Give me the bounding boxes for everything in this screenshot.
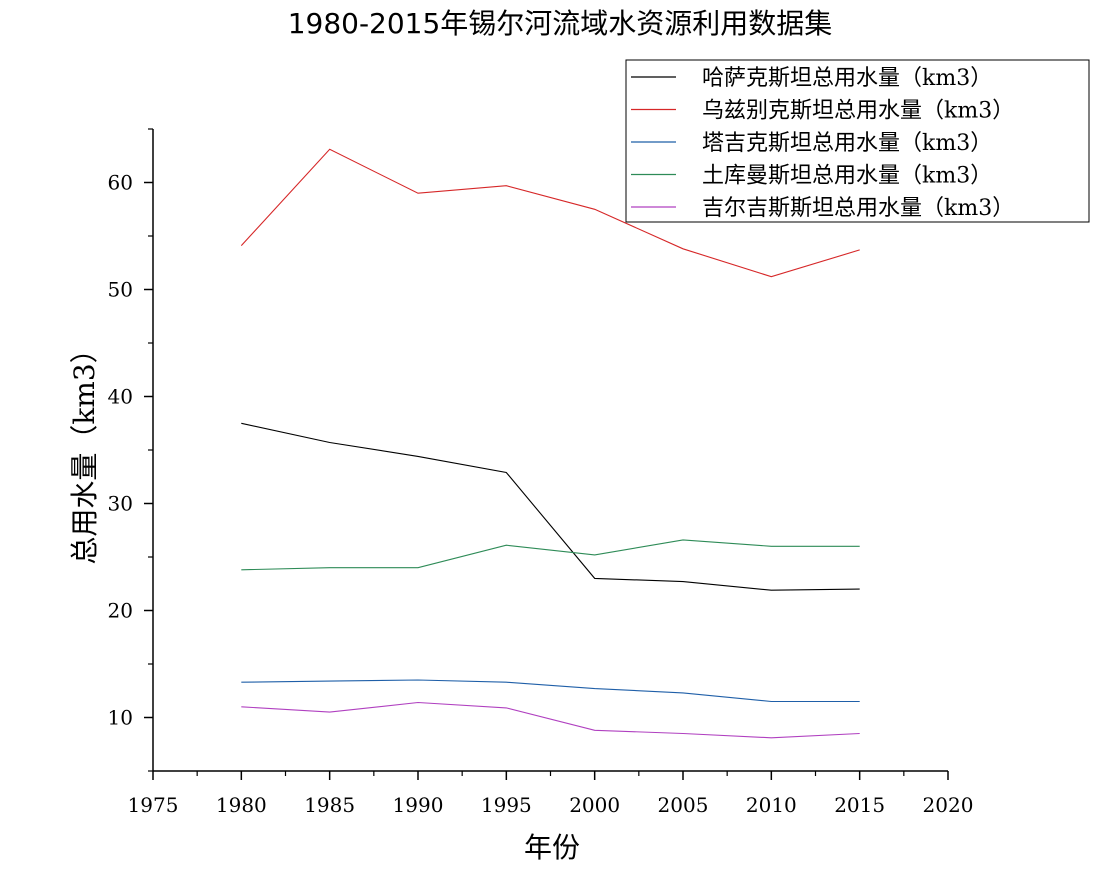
series-line-5: [241, 701, 860, 739]
x-tick-label: 2005: [658, 793, 709, 817]
x-tick-label: 2015: [834, 793, 885, 817]
x-tick-label: 1975: [128, 793, 179, 817]
x-tick-label: 1995: [481, 793, 532, 817]
legend: 哈萨克斯坦总用水量（km3） 乌兹别克斯坦总用水量（km3） 塔吉克斯坦总用水量（k…: [625, 59, 1090, 223]
axes: [152, 129, 948, 772]
series-line-4: [241, 539, 860, 571]
series-line-3: [241, 679, 860, 703]
chart-title: 1980-2015年锡尔河流域水资源利用数据集: [288, 7, 833, 40]
x-tick-label: 1980: [216, 793, 267, 817]
x-tick-label: 2000: [569, 793, 620, 817]
series-line-2: [240, 148, 860, 278]
y-tick-label: 50: [108, 278, 133, 302]
series-line-1: [241, 422, 860, 591]
legend-label-1: 哈萨克斯坦总用水量（km3）: [702, 66, 992, 91]
x-tick-label: 2020: [923, 793, 974, 817]
y-tick-label: 60: [108, 171, 133, 195]
legend-label-4: 土库曼斯坦总用水量（km3）: [702, 164, 992, 189]
legend-label-3: 塔吉克斯坦总用水量（km3）: [702, 131, 992, 156]
tick-group: 1975 1980 1985 1990 1995 2000 2005 2010 2015 2020…: [108, 128, 974, 817]
y-tick-label: 40: [108, 385, 133, 409]
legend-label-2: 乌兹别克斯坦总用水量（km3）: [702, 99, 1014, 124]
y-tick-label: 30: [108, 492, 133, 516]
x-tick-label: 1985: [304, 793, 355, 817]
legend-label-5: 吉尔吉斯斯坦总用水量（km3）: [702, 196, 1014, 221]
legend-box: [625, 59, 1090, 223]
x-tick-label: 1990: [393, 793, 444, 817]
x-axis-label: 年份: [524, 831, 580, 864]
y-tick-label: 10: [108, 706, 133, 730]
x-tick-label: 2010: [746, 793, 797, 817]
y-tick-label: 20: [108, 599, 133, 623]
series-group: [240, 148, 860, 739]
y-axis-label: 总用水量（km3）: [68, 335, 101, 564]
